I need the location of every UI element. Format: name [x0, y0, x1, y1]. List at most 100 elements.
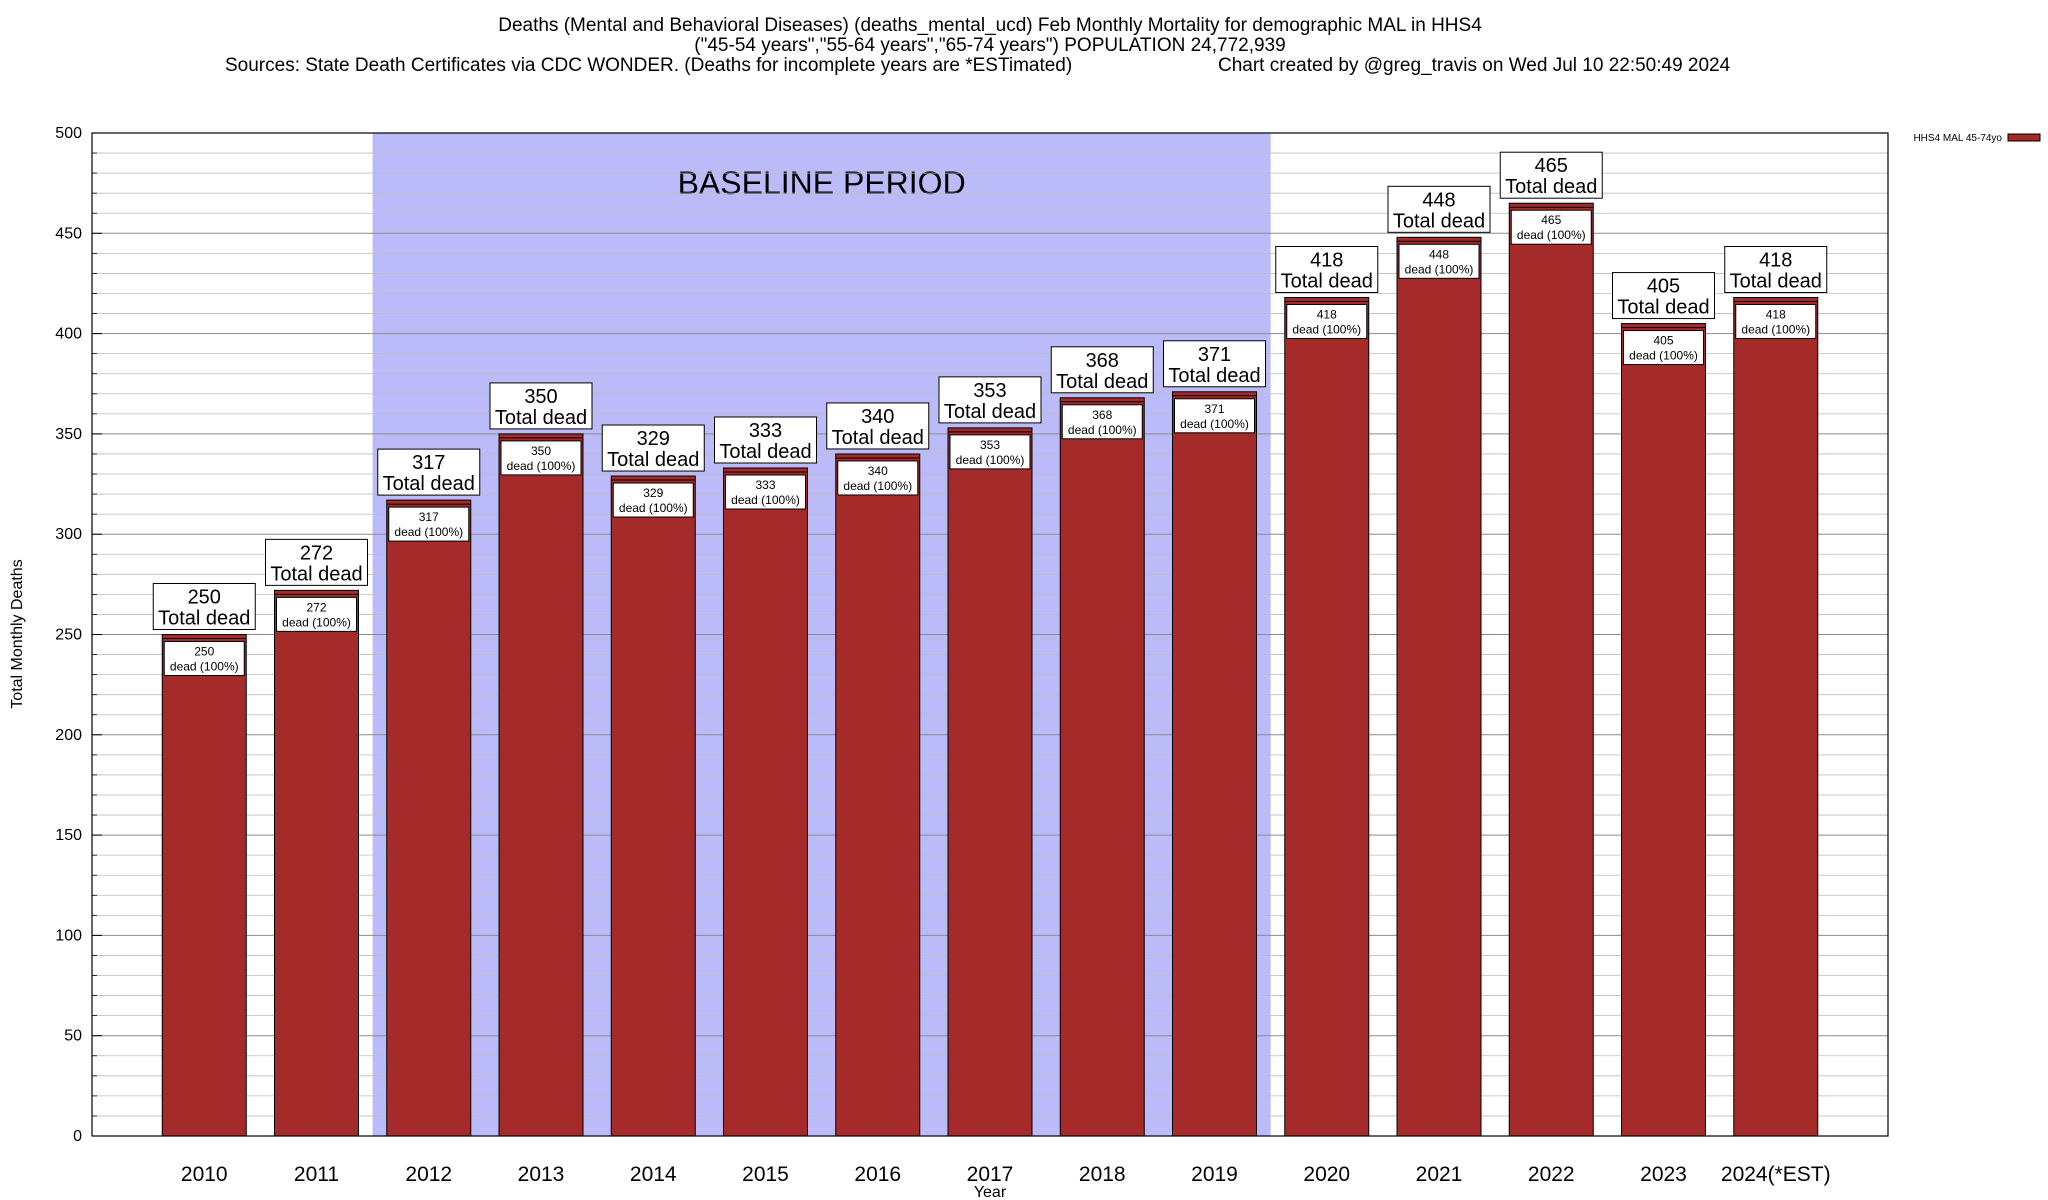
- top-label-suffix: Total dead: [1730, 270, 1822, 292]
- title-line-1: Deaths (Mental and Behavioral Diseases) …: [498, 15, 1482, 36]
- x-tick-label: 2014: [630, 1163, 677, 1186]
- top-label-value: 350: [524, 386, 557, 408]
- top-label-value: 340: [861, 406, 894, 428]
- bar: [1059, 397, 1145, 1137]
- top-label-box: [1387, 185, 1491, 233]
- inner-label-box: [1286, 303, 1368, 339]
- y-tick-label: 250: [55, 627, 82, 644]
- y-axis-label: Total Monthly Deaths: [9, 559, 26, 708]
- inner-label-box: [612, 482, 694, 518]
- x-tick-label: 2020: [1303, 1163, 1350, 1186]
- bar: [161, 634, 247, 1137]
- y-tick-label: 150: [55, 827, 82, 844]
- legend: HHS4 MAL 45-74yo: [1913, 133, 2041, 144]
- inner-label-box: [1623, 330, 1704, 366]
- bar: [1621, 323, 1706, 1137]
- top-label-value: 418: [1759, 249, 1792, 271]
- y-tick-label: 400: [55, 326, 82, 343]
- inner-label-suffix: dead (100%): [394, 525, 463, 539]
- x-tick-label: 2015: [742, 1163, 789, 1186]
- inner-label-suffix: dead (100%): [507, 459, 576, 473]
- inner-label-suffix: dead (100%): [1068, 423, 1137, 437]
- inner-label-value: 418: [1766, 307, 1786, 321]
- inner-label-suffix: dead (100%): [1405, 262, 1474, 276]
- top-label-value: 448: [1422, 189, 1455, 211]
- bar: [835, 453, 921, 1137]
- top-label-suffix: Total dead: [383, 473, 475, 495]
- inner-label-value: 353: [980, 438, 1000, 452]
- inner-label-value: 340: [868, 464, 888, 478]
- axes: 0 50 100 150 200 250 300 350 400 450 500 2010 2011 20…: [55, 125, 1830, 1186]
- inner-label-value: 329: [643, 486, 663, 500]
- inner-label-value: 418: [1317, 307, 1337, 321]
- inner-label-suffix: dead (100%): [956, 453, 1025, 467]
- inner-label-value: 448: [1429, 247, 1449, 261]
- y-tick-label: 200: [55, 727, 82, 744]
- top-label-suffix: Total dead: [158, 608, 250, 630]
- inner-label-suffix: dead (100%): [619, 501, 688, 515]
- x-tick-label: 2019: [1191, 1163, 1238, 1186]
- bar: [723, 467, 808, 1137]
- top-label-value: 353: [973, 380, 1006, 402]
- top-label-box: [1050, 346, 1154, 394]
- baseline-period-label: BASELINE PERIOD: [678, 165, 966, 201]
- inner-label-value: 333: [755, 478, 775, 492]
- legend-swatch: [2007, 133, 2041, 142]
- x-tick-label: 2018: [1079, 1163, 1126, 1186]
- inner-label-suffix: dead (100%): [1292, 322, 1361, 336]
- inner-label-value: 317: [419, 510, 439, 524]
- chart-title: Deaths (Mental and Behavioral Diseases) …: [225, 15, 1731, 76]
- top-label-box: [265, 538, 368, 586]
- top-label-box: [601, 424, 705, 472]
- x-tick-label: 2010: [181, 1163, 228, 1186]
- x-tick-label: 2011: [294, 1163, 339, 1186]
- inner-label-box: [725, 474, 806, 510]
- top-label-box: [938, 376, 1042, 424]
- x-tick-label: 2023: [1640, 1163, 1687, 1186]
- y-tick-label: 50: [64, 1028, 82, 1045]
- bar: [1508, 202, 1594, 1137]
- inner-label-box: [1174, 398, 1255, 434]
- bar: [610, 475, 696, 1137]
- y-tick-label: 0: [73, 1128, 82, 1145]
- y-tick-label: 350: [55, 426, 82, 443]
- y-tick-label: 500: [55, 125, 82, 142]
- y-tick-label: 100: [55, 927, 82, 944]
- x-tick-label: 2024(*EST): [1721, 1163, 1831, 1186]
- inner-label-suffix: dead (100%): [1517, 228, 1586, 242]
- inner-label-suffix: dead (100%): [1180, 417, 1249, 431]
- top-label-suffix: Total dead: [832, 427, 924, 449]
- top-label-suffix: Total dead: [607, 449, 699, 471]
- top-label-box: [377, 448, 481, 496]
- bar: [1172, 391, 1257, 1137]
- top-label-value: 465: [1535, 155, 1568, 177]
- inner-label-box: [949, 434, 1031, 470]
- top-label-suffix: Total dead: [1393, 210, 1485, 232]
- top-label-value: 405: [1647, 276, 1680, 298]
- top-label-box: [152, 583, 256, 630]
- top-label-box: [1163, 340, 1266, 388]
- top-label-suffix: Total dead: [1617, 297, 1709, 319]
- inner-label-box: [276, 596, 357, 632]
- top-label-value: 333: [749, 420, 782, 442]
- top-label-suffix: Total dead: [719, 441, 811, 463]
- top-label-value: 317: [412, 452, 445, 474]
- top-label-box: [714, 416, 817, 464]
- top-label-box: [1724, 245, 1828, 293]
- inner-label-suffix: dead (100%): [843, 479, 912, 493]
- top-label-value: 272: [300, 542, 333, 564]
- top-label-value: 329: [637, 428, 670, 450]
- x-tick-label: 2012: [405, 1163, 452, 1186]
- bar: [1284, 296, 1370, 1137]
- title-line-3-source: Sources: State Death Certificates via CD…: [225, 55, 1072, 76]
- inner-label-value: 405: [1653, 334, 1673, 348]
- top-label-suffix: Total dead: [1281, 270, 1373, 292]
- top-label-box: [1612, 272, 1715, 320]
- x-tick-label: 2021: [1416, 1163, 1463, 1186]
- bar: [274, 589, 359, 1137]
- legend-label: HHS4 MAL 45-74yo: [1913, 133, 2002, 144]
- top-label-value: 368: [1086, 350, 1119, 372]
- y-tick-label: 300: [55, 526, 82, 543]
- inner-label-box: [1510, 209, 1592, 245]
- bar: [498, 433, 584, 1137]
